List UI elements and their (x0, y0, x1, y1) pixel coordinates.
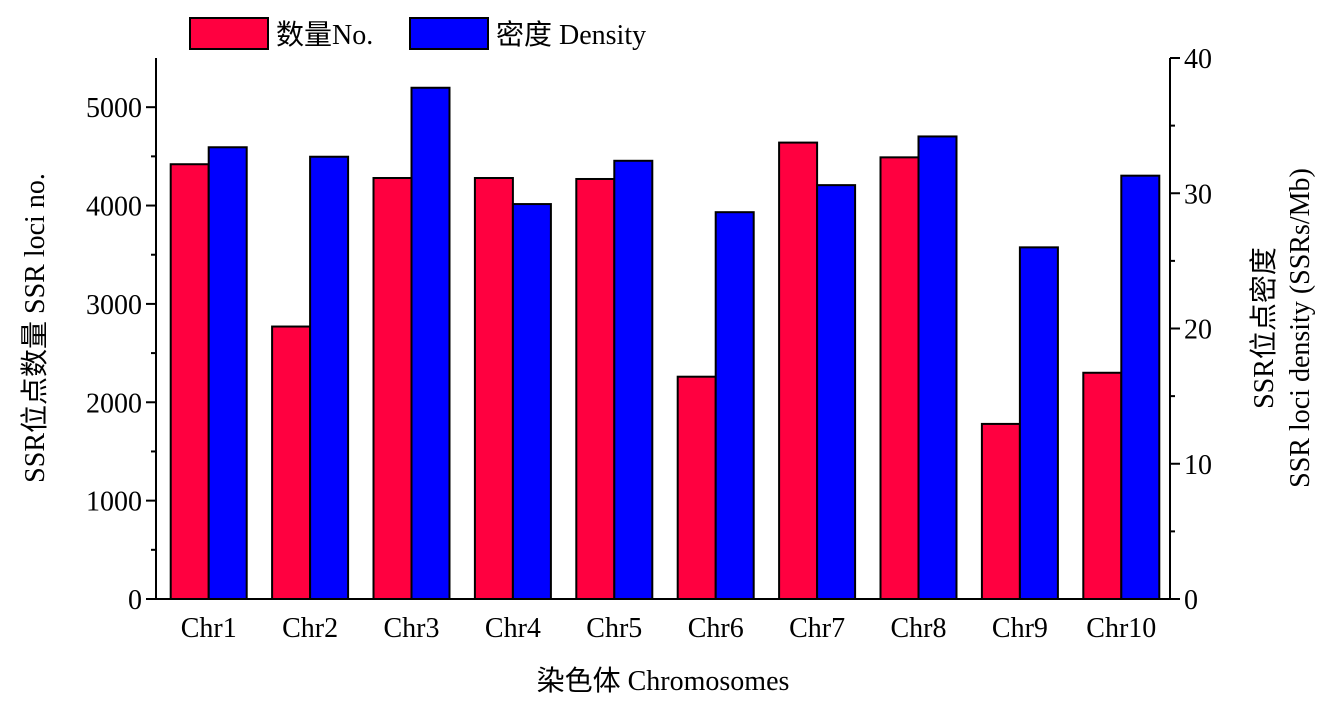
bar-count-chr10 (1082, 371, 1123, 600)
y-left-tick-label: 0 (128, 585, 142, 616)
axes-layer: Chr1 Chr2 Chr3 Chr4 Chr5 Chr6 Chr7 Chr8 Chr9 Chr1… (86, 44, 1212, 644)
y-left-tick-label: 2000 (86, 388, 142, 419)
bar-density-chr10 (1120, 174, 1161, 600)
bar-count-chr5 (575, 177, 616, 600)
x-axis-title: 染色体 Chromosomes (537, 665, 790, 697)
legend-swatch-density (409, 17, 489, 50)
y-right-tick-label: 20 (1184, 315, 1212, 346)
x-tick-label: Chr3 (384, 613, 440, 644)
y-right-tick-label: 40 (1184, 44, 1212, 75)
bar-density-chr9 (1018, 246, 1059, 600)
bar-count-chr3 (372, 177, 413, 600)
bars-layer (169, 86, 1161, 601)
y-right-tick-label: 0 (1184, 585, 1198, 616)
x-tick-label: Chr2 (282, 613, 338, 644)
x-tick-label: Chr5 (586, 613, 642, 644)
legend-label-count: 数量No. (276, 19, 373, 51)
bar-count-chr1 (169, 163, 210, 600)
x-tick-label: Chr7 (789, 613, 845, 644)
x-tick-label: Chr8 (891, 613, 947, 644)
bar-count-chr6 (676, 375, 717, 600)
bar-density-chr8 (917, 135, 958, 600)
bar-density-chr5 (613, 159, 654, 600)
bar-density-chr4 (511, 203, 552, 600)
y-axis-left-title: SSR位点数量 SSR loci no. (19, 173, 51, 483)
bar-density-chr1 (207, 146, 248, 600)
bar-density-chr7 (816, 184, 857, 600)
x-tick-label: Chr10 (1086, 613, 1156, 644)
bar-count-chr9 (980, 422, 1021, 600)
legend-swatch-count (189, 17, 269, 50)
y-left-tick-label: 4000 (86, 192, 142, 223)
y-left-tick-label: 5000 (86, 93, 142, 124)
y-right-tick-label: 30 (1184, 179, 1212, 210)
legend: 数量No. 密度 Density (189, 17, 646, 51)
y-left-tick-label: 1000 (86, 487, 142, 518)
x-tick-label: Chr6 (688, 613, 744, 644)
y-axis-right-title-line1: SSR位点密度 (1248, 247, 1280, 409)
y-right-tick-label: 10 (1184, 450, 1212, 481)
bar-count-chr4 (473, 177, 514, 600)
bar-count-chr7 (778, 141, 819, 601)
y-axis-right-title-line2: SSR loci density (SSRs/Mb) (1285, 168, 1316, 488)
x-tick-label: Chr1 (181, 613, 237, 644)
legend-label-density: 密度 Density (496, 19, 646, 51)
x-tick-label: Chr9 (992, 613, 1048, 644)
bar-density-chr6 (714, 211, 755, 600)
x-tick-label: Chr4 (485, 613, 541, 644)
y-left-tick-label: 3000 (86, 290, 142, 321)
bar-count-chr2 (271, 325, 312, 600)
bar-density-chr2 (309, 155, 350, 600)
bar-count-chr8 (879, 156, 920, 601)
bar-density-chr3 (410, 86, 451, 600)
